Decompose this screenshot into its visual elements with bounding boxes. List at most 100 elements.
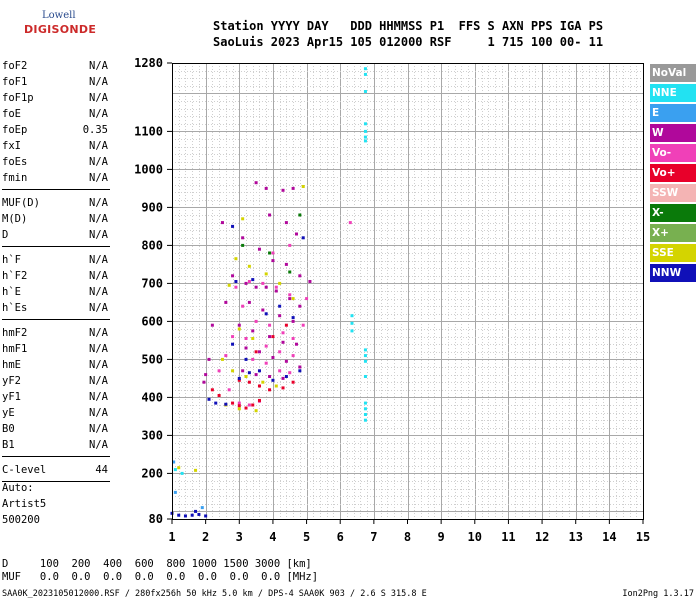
direction-legend: NoVal NNE E W Vo- Vo+ SSW X- X+ SSE NNW	[650, 64, 696, 284]
param-value: N/A	[89, 254, 108, 266]
series-nnw	[170, 224, 305, 518]
data-point	[254, 285, 258, 289]
data-point	[217, 394, 221, 397]
param-separator	[2, 456, 110, 457]
data-point	[247, 300, 251, 304]
data-point	[204, 373, 208, 377]
legend-item-e: E	[650, 104, 696, 122]
version-label: Ion2Png 1.3.17	[622, 589, 694, 599]
param-row: foEs N/A	[2, 154, 112, 170]
data-point	[210, 323, 214, 327]
data-point	[301, 185, 305, 188]
data-point	[291, 186, 295, 190]
legend-item-ssw: SSW	[650, 184, 696, 202]
muf-row: MUF 0.0 0.0 0.0 0.0 0.0 0.0 0.0 0.0 [MHz…	[2, 571, 319, 583]
data-point	[241, 243, 245, 247]
param-value: N/A	[89, 156, 108, 168]
plot-axes: 1 2 3 4 5 6 7 8 9 10 11 12 13 14 158020030040050060070…	[134, 56, 650, 544]
param-value: N/A	[89, 197, 108, 209]
data-point	[288, 371, 292, 375]
plot-points	[170, 67, 367, 518]
y-tick-label: 1280	[134, 56, 163, 70]
data-point	[281, 386, 285, 390]
data-point	[247, 403, 251, 407]
data-point	[264, 361, 268, 365]
param-value: N/A	[89, 439, 108, 451]
param-row: D N/A	[2, 227, 112, 243]
data-point	[237, 407, 241, 411]
param-name: yF1	[2, 391, 21, 403]
y-tick-label: 1100	[134, 124, 163, 138]
data-point	[288, 270, 292, 274]
data-point	[231, 369, 235, 373]
data-point	[291, 380, 295, 384]
param-row: yF2 N/A	[2, 373, 112, 389]
data-point	[197, 512, 201, 516]
data-point	[244, 406, 248, 410]
param-value: N/A	[89, 140, 108, 152]
y-tick-label: 700	[141, 276, 163, 290]
data-point	[264, 186, 268, 190]
header-line1: Station YYYY DAY DDD HHMMSS P1 FFS S AXN…	[213, 19, 604, 33]
param-name: MUF(D)	[2, 197, 40, 209]
data-point	[291, 337, 295, 340]
data-point	[173, 490, 177, 494]
param-name: B1	[2, 439, 15, 451]
param-value: N/A	[89, 286, 108, 298]
header-line2: SaoLuis 2023 Apr15 105 012000 RSF 1 715 …	[213, 35, 604, 49]
param-value: N/A	[89, 391, 108, 403]
param-name: foE	[2, 108, 21, 120]
data-point	[247, 280, 251, 283]
data-point	[244, 375, 248, 378]
param-row: h`Es N/A	[2, 300, 112, 316]
data-point	[234, 285, 238, 289]
param-name: foF1p	[2, 92, 34, 104]
x-tick-label: 11	[501, 530, 515, 544]
x-tick-label: 15	[636, 530, 650, 544]
legend-item-nne: NNE	[650, 84, 696, 102]
param-value: N/A	[89, 343, 108, 355]
data-point	[281, 188, 285, 192]
data-point	[177, 466, 181, 470]
data-point	[284, 375, 288, 378]
series-e	[172, 460, 204, 510]
param-value: 44	[95, 464, 108, 476]
data-point	[237, 378, 241, 382]
data-point	[363, 139, 367, 143]
data-point	[244, 346, 248, 350]
param-value: N/A	[89, 423, 108, 435]
data-point	[274, 384, 278, 388]
y-tick-label: 900	[141, 200, 163, 214]
data-point	[254, 181, 258, 185]
data-point	[274, 285, 278, 289]
y-tick-label: 600	[141, 314, 163, 328]
data-point	[363, 375, 367, 378]
data-point	[257, 350, 261, 354]
param-value: N/A	[89, 359, 108, 371]
data-point	[251, 278, 255, 282]
data-point	[251, 329, 255, 333]
data-point	[257, 369, 261, 373]
data-point	[234, 257, 238, 261]
param-value: N/A	[89, 60, 108, 72]
legend-item-w: W	[650, 124, 696, 142]
auto-line3: 500200	[2, 514, 40, 526]
data-point	[214, 401, 218, 405]
data-point	[363, 72, 367, 76]
data-point	[247, 264, 251, 268]
param-name: h`F2	[2, 270, 28, 282]
param-value: N/A	[89, 229, 108, 241]
series-x-	[241, 213, 302, 274]
data-point	[301, 236, 305, 240]
param-row: hmF1 N/A	[2, 341, 112, 357]
data-point	[268, 213, 272, 217]
param-row: foF1p N/A	[2, 90, 112, 106]
station-header: Station YYYY DAY DDD HHMMSS P1 FFS S AXN…	[213, 18, 603, 50]
data-point	[220, 221, 224, 225]
data-point	[271, 259, 275, 263]
x-tick-label: 3	[236, 530, 243, 544]
legend-item-vo-: Vo+	[650, 164, 696, 182]
param-name: foEp	[2, 124, 28, 136]
data-point	[237, 401, 241, 405]
